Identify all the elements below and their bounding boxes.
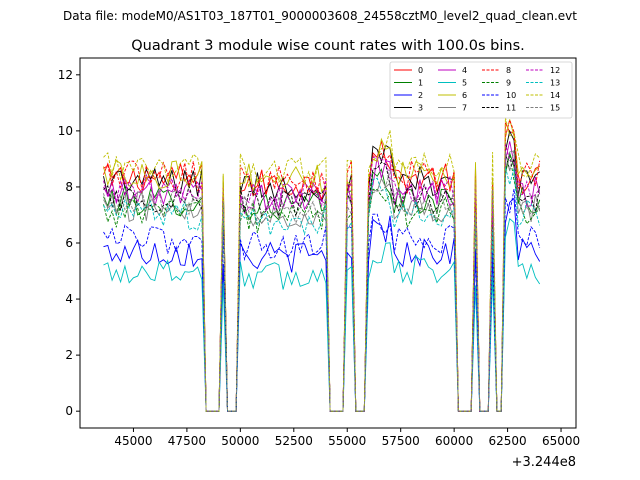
x-tick-label-47500: 47500 [168, 434, 206, 448]
legend-label-1: 1 [418, 79, 423, 88]
x-offset-label: +3.244e8 [512, 455, 576, 470]
x-tick-label-45000: 45000 [114, 434, 152, 448]
y-tick-label-2: 2 [65, 348, 73, 362]
legend-label-12: 12 [550, 66, 560, 75]
x-tick-label-50000: 50000 [221, 434, 259, 448]
x-tick-label-65000: 65000 [542, 434, 580, 448]
x-tick-label-55000: 55000 [328, 434, 366, 448]
legend-label-14: 14 [550, 91, 560, 100]
legend-label-5: 5 [462, 79, 467, 88]
legend-label-15: 15 [550, 104, 560, 113]
x-tick-label-57500: 57500 [382, 434, 420, 448]
y-tick-label-0: 0 [65, 404, 73, 418]
chart-title: Quadrant 3 module wise count rates with … [131, 38, 525, 54]
legend-label-8: 8 [506, 66, 511, 75]
y-tick-label-8: 8 [65, 180, 73, 194]
y-tick-label-4: 4 [65, 292, 73, 306]
legend-label-11: 11 [506, 104, 516, 113]
figure-suptitle: Data file: modeM0/AS1T03_187T01_90000036… [63, 9, 577, 23]
x-tick-label-62500: 62500 [488, 434, 526, 448]
x-tick-label-60000: 60000 [435, 434, 473, 448]
series-layer [103, 117, 541, 412]
legend-label-7: 7 [462, 104, 467, 113]
legend-label-6: 6 [462, 91, 467, 100]
y-tick-label-10: 10 [58, 124, 73, 138]
series-line-15 [103, 149, 541, 412]
legend-label-0: 0 [418, 66, 423, 75]
y-tick-label-12: 12 [58, 68, 73, 82]
x-tick-label-52500: 52500 [275, 434, 313, 448]
y-tick-label-6: 6 [65, 236, 73, 250]
legend-label-13: 13 [550, 79, 560, 88]
axes-layer: 45000 47500 50000 52500 55000 57500 60000 62500… [58, 57, 580, 448]
legend-label-9: 9 [506, 79, 511, 88]
legend-label-2: 2 [418, 91, 423, 100]
legend-box [389, 61, 573, 119]
legend-label-3: 3 [418, 104, 423, 113]
legend-label-10: 10 [506, 91, 516, 100]
legend-label-4: 4 [462, 66, 467, 75]
